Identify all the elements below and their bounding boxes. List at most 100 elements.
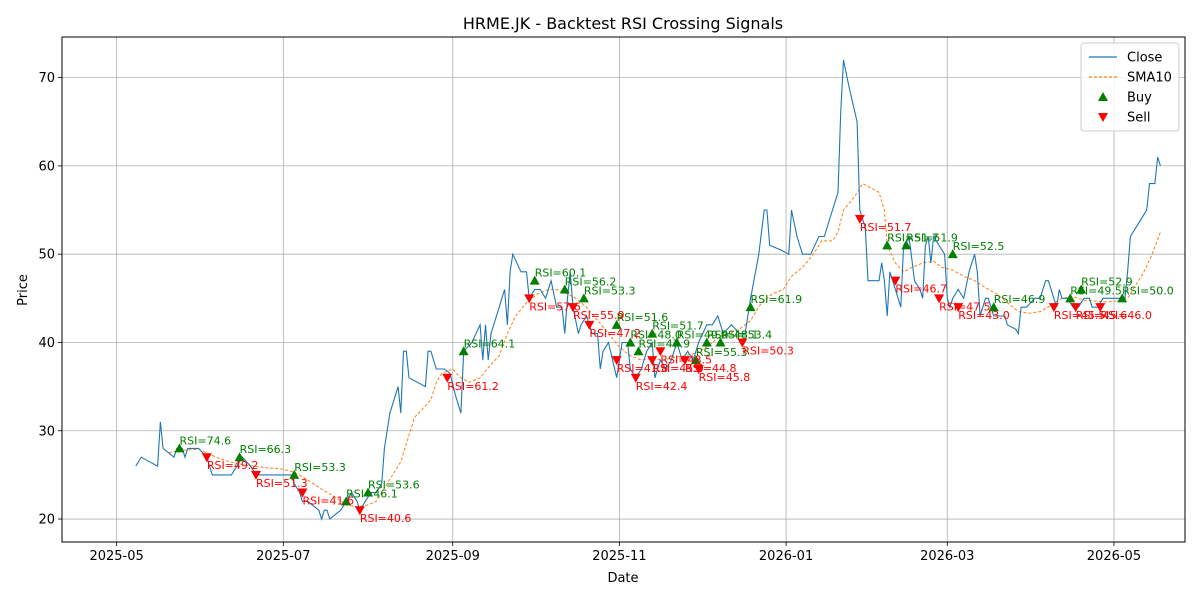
sell-annotation: RSI=44.8 <box>685 362 737 375</box>
sell-annotation: RSI=41.8 <box>617 362 669 375</box>
buy-marker <box>671 337 682 347</box>
buy-annotation: RSI=49.9 <box>677 328 729 341</box>
sell-marker <box>201 453 212 463</box>
sell-marker <box>611 356 622 366</box>
buy-annotation: RSI=64.1 <box>464 337 516 350</box>
legend-label: Buy <box>1127 91 1152 106</box>
plot-frame <box>61 36 1186 543</box>
sell-annotation: RSI=48.5 <box>660 353 712 366</box>
legend-label: SMA10 <box>1127 71 1172 86</box>
sell-annotation: RSI=47.2 <box>589 327 641 340</box>
buy-marker <box>363 487 374 497</box>
buy-annotation: RSI=53.3 <box>294 461 346 474</box>
sell-marker <box>524 294 535 304</box>
x-axis-ticks: 2025-05 2025-07 2025-09 2025-11 2026-01 2026-… <box>89 542 1141 564</box>
legend-box <box>1080 42 1180 132</box>
legend-sell-swatch <box>1098 113 1108 122</box>
sell-marker <box>630 373 641 383</box>
series-layer <box>135 59 1161 521</box>
buy-annotation: RSI=74.6 <box>179 434 231 447</box>
buy-annotation: RSI=56.2 <box>565 276 617 289</box>
signal-markers <box>174 214 1128 516</box>
sell-annotation: RSI=47.5 <box>939 300 991 313</box>
buy-annotation: RSI=61.9 <box>751 293 803 306</box>
legend-label: Sell <box>1127 111 1150 126</box>
signal-annotations: RSI=74.6 RSI=66.3RSI=53.3RSI=46.1RSI=53.6… <box>179 221 1173 525</box>
buy-marker <box>458 346 469 356</box>
legend-buy-swatch <box>1098 92 1108 101</box>
sell-marker <box>679 356 690 366</box>
buy-marker <box>341 496 352 506</box>
buy-marker <box>701 337 712 347</box>
sell-marker <box>737 338 748 348</box>
y-tick-label: 40 <box>38 336 55 351</box>
buy-marker <box>1065 293 1076 303</box>
sell-marker <box>1095 303 1106 313</box>
buy-marker <box>234 452 245 462</box>
sell-marker <box>354 506 365 516</box>
sell-marker <box>647 356 658 366</box>
y-tick-label: 60 <box>38 159 55 174</box>
buy-annotation: RSI=51.7 <box>652 320 704 333</box>
x-tick-label: 2025-11 <box>592 549 646 564</box>
sell-annotation: RSI=50.3 <box>742 344 794 357</box>
x-tick-label: 2025-05 <box>89 549 143 564</box>
x-tick-label: 2025-07 <box>256 549 310 564</box>
buy-annotation: RSI=46.1 <box>346 487 398 500</box>
buy-annotation: RSI=53.6 <box>368 479 420 492</box>
y-axis-ticks: 20 30 40 50 60 70 <box>38 71 62 528</box>
x-axis-title: Date <box>607 571 638 586</box>
buy-marker <box>901 240 912 250</box>
buy-annotation: RSI=60.1 <box>535 267 587 280</box>
buy-annotation: RSI=47.9 <box>639 337 691 350</box>
sell-annotation: RSI=45.5 <box>1054 309 1106 322</box>
sell-annotation: RSI=46.7 <box>895 283 947 296</box>
y-tick-label: 20 <box>38 513 55 528</box>
buy-marker <box>988 302 999 312</box>
buy-marker <box>174 443 185 453</box>
buy-marker <box>647 328 658 338</box>
x-tick-label: 2026-03 <box>920 549 974 564</box>
buy-marker <box>947 249 958 259</box>
buy-annotation: RSI=51.9 <box>906 231 958 244</box>
buy-marker <box>882 240 893 250</box>
buy-marker <box>1076 284 1087 294</box>
buy-marker <box>633 346 644 356</box>
buy-annotation: RSI=50.0 <box>1122 284 1174 297</box>
buy-marker <box>578 293 589 303</box>
buy-annotation: RSI=55.3 <box>696 346 748 359</box>
sell-annotation: RSI=46.0 <box>1100 309 1152 322</box>
sell-marker <box>297 488 308 498</box>
buy-annotation: RSI=48.1 <box>707 328 759 341</box>
sell-annotation: RSI=49.2 <box>207 459 259 472</box>
sell-annotation: RSI=43.0 <box>958 309 1010 322</box>
sell-marker <box>693 364 704 374</box>
buy-annotation: RSI=66.3 <box>240 443 292 456</box>
buy-annotation: RSI=51.6 <box>617 311 669 324</box>
sell-marker <box>567 303 578 313</box>
sell-marker <box>1070 303 1081 313</box>
y-axis-title: Price <box>16 274 31 306</box>
sell-annotation: RSI=42.4 <box>636 380 688 393</box>
sell-annotation: RSI=55.9 <box>573 309 625 322</box>
sell-annotation: RSI=61.2 <box>447 380 499 393</box>
sell-marker <box>584 320 595 330</box>
sell-marker <box>1048 303 1059 313</box>
y-tick-label: 70 <box>38 71 55 86</box>
sell-annotation: RSI=51.3 <box>256 477 308 490</box>
sell-annotation: RSI=57.6 <box>529 300 581 313</box>
legend-label: Close <box>1127 51 1162 66</box>
sell-marker <box>890 276 901 286</box>
buy-annotation: RSI=48.0 <box>630 328 682 341</box>
sell-annotation: RSI=45.8 <box>699 371 751 384</box>
buy-annotation: RSI=46.9 <box>994 293 1046 306</box>
sma10-line <box>168 182 1161 508</box>
x-tick-label: 2026-01 <box>759 549 813 564</box>
buy-marker <box>625 337 636 347</box>
buy-annotation: RSI=52.5 <box>953 240 1005 253</box>
buy-marker <box>690 355 701 365</box>
x-tick-label: 2026-05 <box>1087 549 1141 564</box>
sell-annotation: RSI=45.6 <box>1076 309 1128 322</box>
buy-marker <box>715 337 726 347</box>
